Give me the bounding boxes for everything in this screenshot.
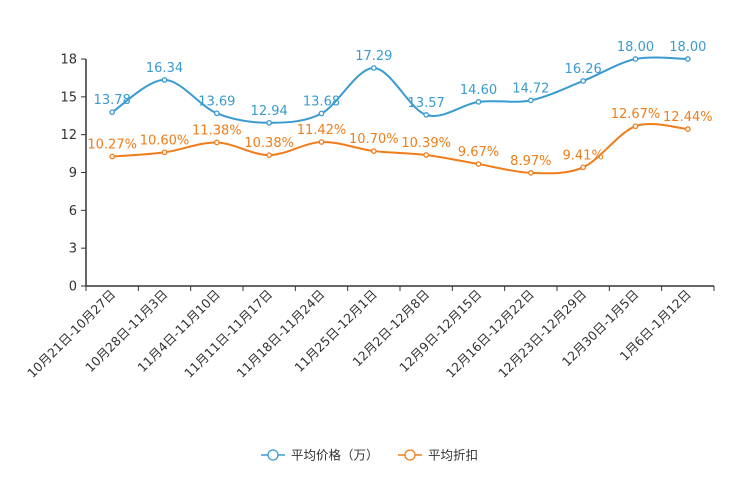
data-label: 17.29: [355, 49, 392, 64]
data-point: [580, 78, 587, 84]
y-tick-label: 15: [60, 90, 77, 105]
data-label: 13.69: [198, 94, 235, 109]
data-point: [475, 161, 482, 167]
data-point: [266, 119, 273, 126]
data-label: 12.67%: [611, 107, 661, 122]
legend-marker: [404, 449, 416, 461]
y-tick-label: 12: [60, 128, 77, 143]
data-point: [161, 149, 168, 156]
data-label: 13.78: [94, 93, 131, 108]
y-tick-label: 0: [69, 280, 77, 295]
data-label: 9.41%: [563, 148, 604, 163]
data-label: 10.38%: [244, 136, 294, 151]
legend-label: 平均折扣: [428, 448, 478, 463]
y-tick-label: 9: [69, 166, 77, 181]
data-label: 8.97%: [510, 154, 551, 169]
legend-marker: [267, 449, 279, 461]
data-label: 16.26: [565, 62, 602, 77]
data-point: [213, 139, 220, 146]
data-label: 18.00: [669, 40, 706, 55]
data-point: [632, 56, 639, 62]
data-point: [423, 112, 430, 118]
data-label: 12.94: [251, 104, 288, 119]
x-tick-label: 11月11日-11月17日: [181, 287, 275, 381]
data-point: [527, 170, 534, 176]
data-point: [370, 148, 377, 154]
data-point: [632, 123, 639, 130]
data-label: 10.60%: [140, 133, 190, 148]
data-point: [213, 110, 220, 117]
legend-label: 平均价格（万）: [291, 448, 379, 463]
data-point: [161, 77, 168, 83]
data-label: 16.34: [146, 61, 183, 76]
data-point: [684, 126, 691, 132]
data-label: 9.67%: [458, 145, 499, 160]
data-point: [109, 153, 116, 160]
data-label: 11.42%: [297, 123, 347, 138]
data-point: [318, 110, 325, 117]
data-point: [318, 139, 325, 145]
data-label: 11.38%: [192, 123, 242, 138]
y-tick-label: 6: [69, 204, 77, 219]
data-label: 14.60: [460, 83, 497, 98]
data-point: [475, 99, 482, 105]
data-label: 10.27%: [87, 137, 137, 152]
data-label: 10.70%: [349, 132, 399, 147]
data-label: 14.72: [512, 81, 549, 96]
x-tick-label: 12月23日-12月29日: [495, 287, 589, 381]
series-line-2: [112, 123, 688, 175]
data-label: 18.00: [617, 40, 654, 55]
x-tick-label: 12月16日-12月22日: [443, 287, 537, 381]
data-label: 13.57: [408, 96, 445, 111]
data-label: 10.39%: [401, 136, 451, 151]
x-tick-label: 11月18日-11月24日: [233, 287, 327, 381]
data-point: [684, 56, 691, 62]
data-point: [266, 152, 273, 158]
y-tick-label: 3: [69, 242, 77, 257]
data-point: [370, 65, 377, 71]
data-point: [580, 164, 587, 171]
y-tick-label: 18: [60, 53, 77, 68]
data-point: [109, 109, 116, 116]
data-label: 13.68: [303, 94, 340, 109]
data-point: [527, 97, 534, 104]
x-tick-label: 10月21日-10月27日: [24, 287, 118, 381]
data-label: 12.44%: [663, 110, 713, 125]
data-point: [423, 152, 430, 158]
